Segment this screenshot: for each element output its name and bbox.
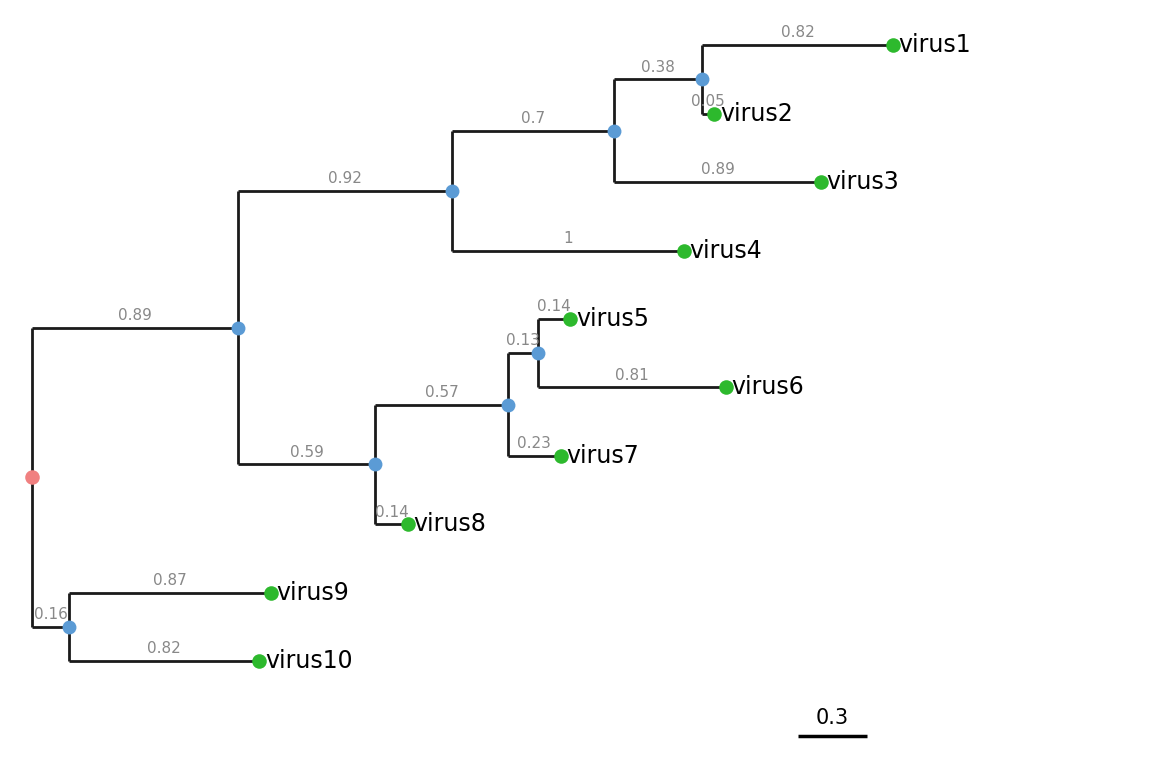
Point <box>675 244 694 257</box>
Text: 0.59: 0.59 <box>290 445 324 459</box>
Point <box>705 108 723 120</box>
Point <box>561 313 579 325</box>
Point <box>229 321 248 333</box>
Text: 0.38: 0.38 <box>642 60 675 74</box>
Text: virus8: virus8 <box>414 512 486 536</box>
Point <box>884 39 902 51</box>
Text: 0.13: 0.13 <box>506 333 539 349</box>
Point <box>250 655 268 667</box>
Text: 0.16: 0.16 <box>33 607 68 622</box>
Text: virus2: virus2 <box>720 101 793 126</box>
Point <box>499 399 517 411</box>
Text: 0.05: 0.05 <box>691 94 725 109</box>
Text: virus6: virus6 <box>732 376 804 399</box>
Text: virus3: virus3 <box>826 170 900 194</box>
Point <box>262 587 280 599</box>
Text: 0.87: 0.87 <box>153 573 187 588</box>
Text: virus10: virus10 <box>265 649 353 674</box>
Text: 0.82: 0.82 <box>147 641 181 657</box>
Text: 0.57: 0.57 <box>425 385 458 399</box>
Text: 0.89: 0.89 <box>119 308 152 323</box>
Text: virus5: virus5 <box>576 307 649 331</box>
Text: 0.92: 0.92 <box>328 170 362 186</box>
Text: virus1: virus1 <box>899 33 971 58</box>
Point <box>23 471 41 483</box>
Text: 0.82: 0.82 <box>781 25 814 41</box>
Point <box>552 450 570 462</box>
Text: 0.3: 0.3 <box>816 708 849 728</box>
Point <box>694 73 712 85</box>
Text: 0.14: 0.14 <box>374 505 409 519</box>
Text: 1: 1 <box>563 230 573 246</box>
Point <box>717 381 735 393</box>
Text: 0.81: 0.81 <box>615 368 649 382</box>
Point <box>605 124 623 137</box>
Point <box>399 518 417 531</box>
Text: virus4: virus4 <box>690 239 763 263</box>
Text: 0.23: 0.23 <box>517 436 551 451</box>
Point <box>442 184 461 197</box>
Text: 0.7: 0.7 <box>521 111 545 126</box>
Text: virus7: virus7 <box>567 444 639 468</box>
Text: 0.14: 0.14 <box>537 300 571 314</box>
Point <box>811 176 829 188</box>
Point <box>366 458 385 471</box>
Point <box>529 347 547 359</box>
Point <box>60 621 78 633</box>
Text: 0.89: 0.89 <box>700 162 735 177</box>
Text: virus9: virus9 <box>276 581 349 604</box>
